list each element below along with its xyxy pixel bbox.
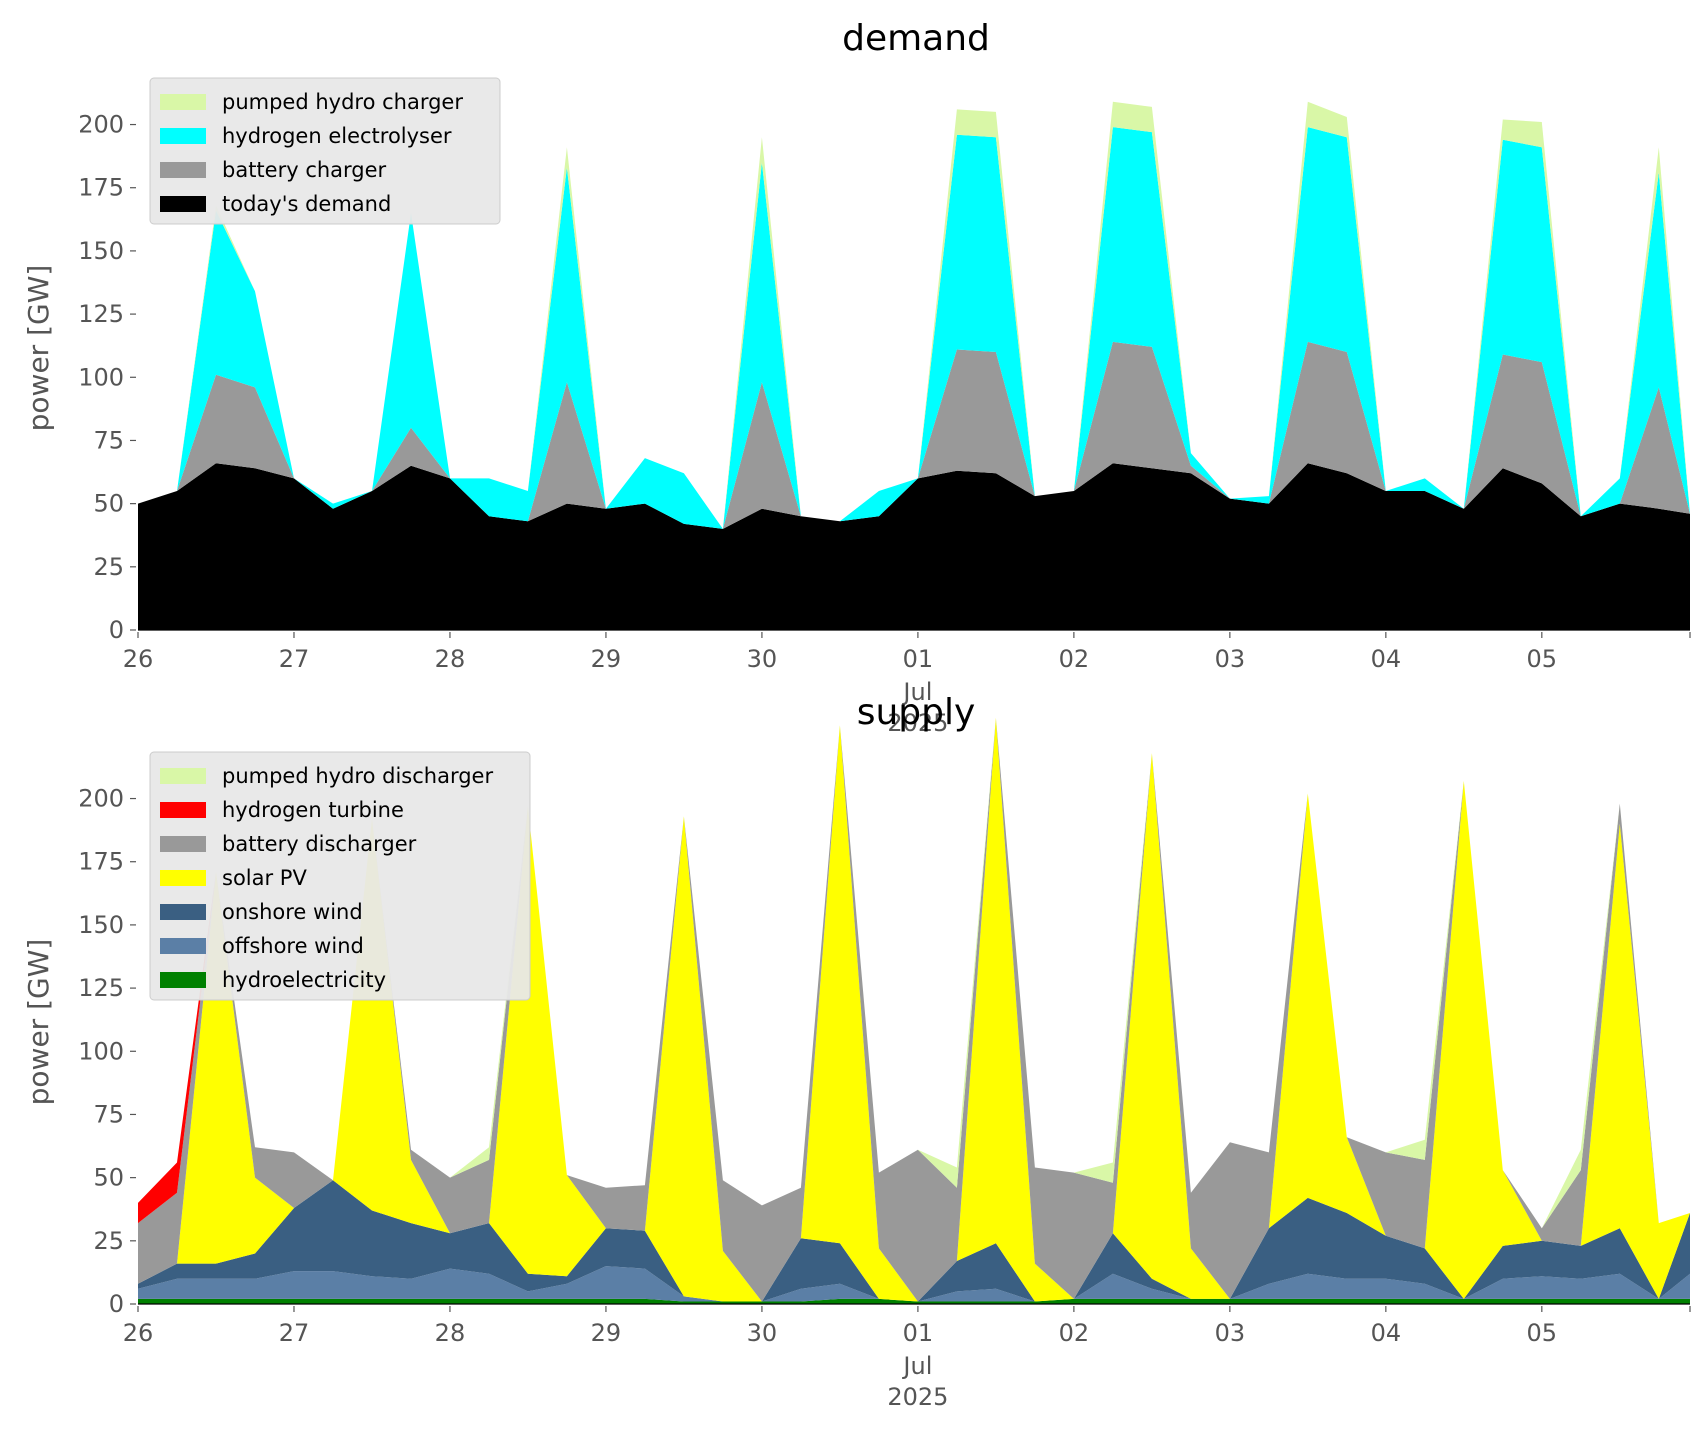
supply-legend-label: hydroelectricity [222, 968, 386, 992]
supply-x-tick-label: 29 [591, 1319, 622, 1347]
supply-y-tick-label: 50 [93, 1164, 124, 1192]
supply-y-tick-label: 200 [78, 785, 124, 813]
supply-y-tick-label: 25 [93, 1227, 124, 1255]
supply-x-sub-label: Jul [901, 1352, 932, 1380]
supply-legend-box [149, 751, 531, 1001]
demand-x-tick-label: 28 [435, 645, 466, 673]
supply-area-hydroelectricity [138, 1298, 1690, 1304]
demand-legend-label: pumped hydro charger [222, 90, 463, 114]
supply-legend-swatch [160, 938, 206, 954]
supply-legend-label: offshore wind [222, 934, 364, 958]
supply-area-onshore-wind [138, 1180, 1690, 1302]
demand-x-tick-label: 04 [1371, 645, 1402, 673]
demand-x-tick-label: 02 [1059, 645, 1090, 673]
demand-legend-swatch [160, 162, 206, 178]
supply-y-tick-label: 75 [93, 1100, 124, 1128]
supply-area-battery-discharger [138, 717, 1690, 1302]
demand-legend-label: today's demand [222, 192, 391, 216]
supply-legend-label: onshore wind [222, 900, 363, 924]
demand-x-sub-label: Jul [901, 678, 932, 706]
demand-y-tick-label: 200 [78, 111, 124, 139]
demand-area-today-s-demand [138, 463, 1690, 630]
demand-x-sub-label: 2025 [887, 709, 948, 737]
demand-x-tick-label: 29 [591, 645, 622, 673]
demand-y-tick-label: 25 [93, 553, 124, 581]
supply-legend-swatch [160, 904, 206, 920]
supply-chart-title: supply [857, 692, 976, 733]
supply-y-tick-label: 150 [78, 911, 124, 939]
demand-chart: demand power [GW] 0 25 50 75 100 125 150 175 200… [22, 18, 1691, 737]
demand-y-tick-label: 125 [78, 300, 124, 328]
supply-legend-swatch [160, 972, 206, 988]
supply-y-tick-label: 125 [78, 974, 124, 1002]
supply-legend: pumped hydro discharger hydrogen turbine b… [149, 751, 531, 1001]
demand-x-tick-label: 30 [747, 645, 778, 673]
demand-x-tick-label: 01 [903, 645, 934, 673]
demand-area-hydrogen-electrolyser [138, 127, 1690, 529]
supply-x-tick-label: 03 [1215, 1319, 1246, 1347]
demand-legend: pumped hydro charger hydrogen electrolyse… [149, 77, 501, 225]
demand-y-tick-label: 175 [78, 174, 124, 202]
supply-legend-label: solar PV [222, 866, 307, 890]
supply-x-tick-label: 26 [123, 1319, 154, 1347]
supply-x-tick-label: 01 [903, 1319, 934, 1347]
demand-x-tick-label: 26 [123, 645, 154, 673]
supply-legend-label: battery discharger [222, 832, 417, 856]
demand-legend-label: hydrogen electrolyser [222, 124, 452, 148]
demand-y-tick-label: 0 [109, 616, 124, 644]
supply-x-tick-label: 27 [279, 1319, 310, 1347]
supply-legend-swatch [160, 870, 206, 886]
demand-chart-title: demand [842, 18, 990, 59]
supply-area-offshore-wind [138, 1266, 1690, 1302]
demand-x-tick-label: 27 [279, 645, 310, 673]
demand-y-tick-label: 75 [93, 426, 124, 454]
supply-legend-label: hydrogen turbine [222, 798, 404, 822]
demand-y-axis-label: power [GW] [22, 265, 55, 432]
supply-legend-label: pumped hydro discharger [222, 764, 493, 788]
demand-legend-swatch [160, 196, 206, 212]
demand-legend-swatch [160, 94, 206, 110]
demand-legend-label: battery charger [222, 158, 387, 182]
supply-legend-swatch [160, 802, 206, 818]
supply-x-tick-label: 04 [1371, 1319, 1402, 1347]
supply-x-tick-label: 05 [1527, 1319, 1558, 1347]
supply-x-tick-label: 28 [435, 1319, 466, 1347]
supply-y-tick-label: 175 [78, 848, 124, 876]
demand-legend-box [149, 77, 501, 225]
demand-y-tick-label: 50 [93, 490, 124, 518]
demand-area-pumped-hydro-charger [138, 101, 1690, 529]
demand-legend-swatch [160, 128, 206, 144]
supply-x-sub-label: 2025 [887, 1383, 948, 1411]
supply-y-tick-label: 100 [78, 1037, 124, 1065]
demand-y-tick-label: 100 [78, 363, 124, 391]
supply-chart: supply power [GW] 0 25 50 75 100 125 150 175 200… [22, 692, 1691, 1411]
demand-y-tick-label: 150 [78, 237, 124, 265]
supply-y-axis-label: power [GW] [22, 939, 55, 1106]
supply-legend-swatch [160, 836, 206, 852]
demand-x-tick-label: 03 [1215, 645, 1246, 673]
demand-area-battery-charger [138, 341, 1690, 529]
supply-x-tick-label: 02 [1059, 1319, 1090, 1347]
demand-x-tick-label: 05 [1527, 645, 1558, 673]
supply-y-tick-label: 0 [109, 1290, 124, 1318]
supply-x-tick-label: 30 [747, 1319, 778, 1347]
supply-legend-swatch [160, 768, 206, 784]
